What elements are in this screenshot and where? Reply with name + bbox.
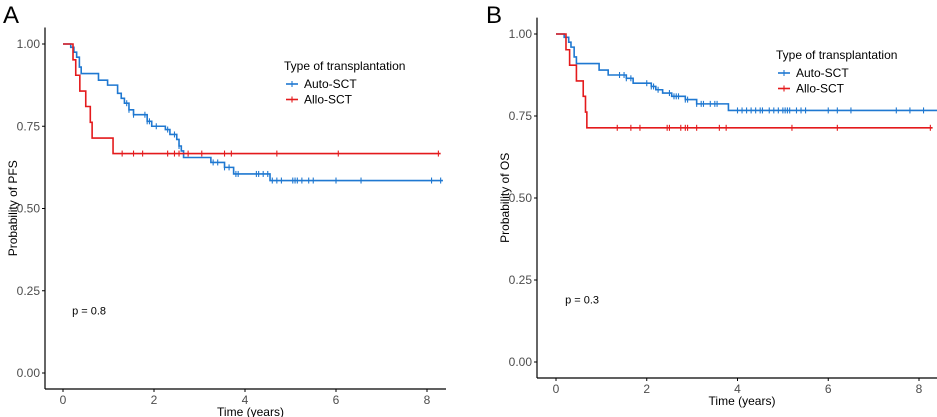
survival-curves — [556, 33, 937, 131]
survival-curves — [63, 43, 443, 184]
y-axis-title: Probability of OS — [498, 153, 512, 243]
legend-item: Allo-SCT — [286, 93, 353, 107]
km-step-line — [556, 33, 933, 129]
panel-label: A — [3, 2, 19, 29]
x-tick-label: 0 — [553, 382, 560, 396]
y-tick-label: 0.25 — [17, 284, 41, 298]
legend-item: Auto-SCT — [778, 66, 849, 80]
p-value-annotation: p = 0.8 — [72, 305, 106, 317]
panel-a: A 0.00 0.25 0.50 0.75 1.00 0 2 4 6 8 Time (years… — [3, 2, 446, 417]
x-tick-label: 6 — [333, 393, 340, 407]
p-value-annotation: p = 0.3 — [565, 295, 599, 307]
legend-label: Auto-SCT — [796, 66, 849, 80]
legend-label: Allo-SCT — [304, 93, 353, 107]
legend: Type of transplantation Auto-SCT Allo-SCT — [776, 48, 897, 96]
series-auto-sct — [556, 33, 937, 114]
y-tick-label: 0.50 — [17, 202, 41, 216]
panel-b: B 0.00 0.25 0.50 0.75 1.00 0 2 4 6 8 Time (years… — [486, 2, 937, 408]
legend: Type of transplantation Auto-SCT Allo-SCT — [284, 59, 405, 107]
y-tick-label: 1.00 — [17, 37, 41, 51]
series-auto-sct — [63, 43, 443, 184]
y-tick-label: 1.00 — [509, 27, 533, 41]
panel-label: B — [486, 2, 502, 29]
legend-item: Auto-SCT — [286, 77, 357, 91]
y-tick-label: 0.25 — [509, 273, 533, 287]
legend-label: Allo-SCT — [796, 82, 845, 96]
legend-label: Auto-SCT — [304, 77, 357, 91]
x-tick-label: 4 — [734, 382, 741, 396]
x-tick-label: 8 — [424, 393, 431, 407]
legend-title: Type of transplantation — [776, 48, 897, 62]
x-tick-label: 2 — [151, 393, 158, 407]
series-allo-sct — [556, 33, 933, 131]
y-tick-label: 0.75 — [17, 119, 41, 133]
y-axis-title: Probability of PFS — [6, 160, 20, 256]
legend-title: Type of transplantation — [284, 59, 405, 73]
y-tick-label: 0.00 — [17, 366, 41, 380]
y-ticks: 0.00 0.25 0.50 0.75 1.00 — [509, 27, 537, 369]
y-tick-label: 0.75 — [509, 109, 533, 123]
series-allo-sct — [63, 43, 441, 157]
y-ticks: 0.00 0.25 0.50 0.75 1.00 — [17, 37, 45, 380]
x-axis-title: Time (years) — [709, 394, 776, 408]
x-tick-label: 4 — [242, 393, 249, 407]
km-step-line — [63, 43, 443, 182]
x-tick-label: 6 — [825, 382, 832, 396]
x-tick-label: 2 — [643, 382, 650, 396]
y-tick-label: 0.00 — [509, 355, 533, 369]
x-axis-title: Time (years) — [217, 405, 284, 417]
legend-item: Allo-SCT — [778, 82, 845, 96]
km-step-line — [556, 33, 937, 112]
y-tick-label: 0.50 — [509, 191, 533, 205]
x-tick-label: 0 — [60, 393, 67, 407]
km-step-line — [63, 43, 441, 155]
x-tick-label: 8 — [916, 382, 923, 396]
